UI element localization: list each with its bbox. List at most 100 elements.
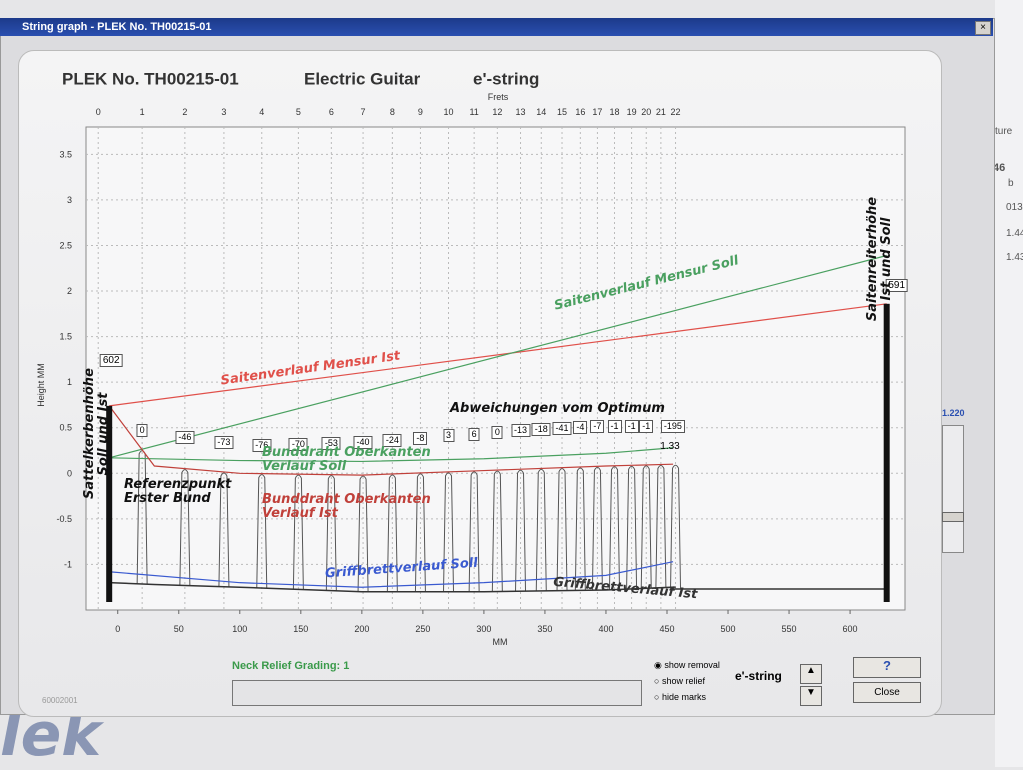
fret-spike: [357, 475, 369, 592]
fret-spike: [515, 469, 527, 592]
deviation-label: -4: [573, 421, 588, 434]
fret-spike: [574, 467, 586, 591]
x-tick-label: 150: [293, 624, 308, 634]
fret-spike: [591, 466, 603, 591]
deviation-label: -18: [531, 423, 551, 436]
fret-spike: [491, 470, 503, 592]
x-tick-label: 600: [843, 624, 858, 634]
x-tick-label: 550: [782, 624, 797, 634]
close-window-button[interactable]: ×: [975, 21, 991, 35]
x-tick-label: 400: [598, 624, 613, 634]
series-label: Bunddraht Oberkanten Verlauf Ist: [262, 492, 431, 521]
x-tick-label: 50: [174, 624, 184, 634]
series-label: Griffbrettverlauf Soll: [324, 555, 479, 582]
series-label: Saitenverlauf Mensur Ist: [219, 348, 402, 389]
radio-option[interactable]: ○ hide marks: [654, 692, 706, 702]
x-tick-label: 250: [415, 624, 430, 634]
plot-area: [85, 126, 906, 611]
code: 60002001: [42, 696, 78, 705]
deviation-label: -195: [660, 420, 685, 433]
x2-tick-label: 15: [557, 107, 567, 117]
series-line: [109, 561, 674, 588]
x2-tick-label: 7: [361, 107, 366, 117]
deviation-label: -1: [607, 420, 622, 433]
background-text: 1.43: [1006, 252, 1023, 263]
fret-spike: [535, 468, 547, 591]
deviation-label: -24: [382, 434, 402, 447]
string-down[interactable]: ▼: [800, 686, 822, 706]
x2-tick-label: 3: [221, 107, 226, 117]
radio-label: show relief: [661, 676, 705, 686]
grading: Neck Relief Grading: 1: [232, 660, 350, 672]
deviation-label: 0: [491, 426, 503, 439]
radio-option[interactable]: ○ show relief: [654, 676, 705, 686]
fret-spike: [626, 465, 638, 589]
chart: PLEK No. TH00215-01 Electric Guitar e'-s…: [36, 69, 906, 647]
x2-tick-label: 0: [96, 107, 101, 117]
y-axis-label: Height MM: [36, 363, 46, 407]
y-tick-label: 1: [67, 377, 72, 387]
x2-tick-label: 9: [418, 107, 423, 117]
deviation-label: 3: [442, 429, 455, 442]
radio-label: show removal: [664, 660, 720, 670]
slider[interactable]: [942, 425, 964, 553]
fret-spike: [556, 468, 568, 591]
x2-tick-label: 6: [329, 107, 334, 117]
x2-tick-label: 17: [592, 107, 602, 117]
deviation-label: -73: [214, 436, 234, 449]
fret-spike: [325, 475, 337, 591]
fret-spike: [414, 473, 426, 592]
y-tick-label: 3.5: [59, 149, 72, 159]
series-label: Saitenverlauf Mensur Soll: [552, 253, 741, 314]
y-tick-label: 2.5: [59, 240, 72, 250]
x-tick-label: 450: [659, 624, 674, 634]
x2-tick-label: 11: [469, 107, 478, 117]
fret-spike: [443, 472, 455, 592]
y-tick-label: -0.5: [56, 514, 72, 524]
fret-spike: [468, 471, 480, 592]
x2-tick-label: 10: [444, 107, 454, 117]
deviations-title: Abweichungen vom Optimum: [450, 401, 665, 416]
background-text: 1.44: [1006, 228, 1023, 239]
series-label: Griffbrettverlauf Ist: [552, 574, 698, 603]
y-tick-label: 0: [67, 468, 72, 478]
x-tick-label: 500: [721, 624, 736, 634]
x-tick-label: 200: [354, 624, 369, 634]
background-text: b: [1008, 178, 1014, 189]
x2-tick-label: 21: [656, 107, 666, 117]
deviation-label: 6: [468, 428, 480, 441]
string-up[interactable]: ▲: [800, 664, 822, 684]
annotation: 1.33: [660, 441, 680, 452]
bridge-bar: [883, 303, 890, 602]
radio-option[interactable]: ◉ show removal: [654, 660, 720, 670]
annotation: Referenzpunkt Erster Bund: [124, 477, 232, 506]
bridge-label: 591: [885, 278, 909, 292]
x2-tick-label: 8: [390, 107, 395, 117]
series-line: [108, 405, 674, 476]
close-button[interactable]: Close: [853, 682, 921, 703]
help-button[interactable]: ?: [853, 657, 921, 678]
string-name: e'-string: [473, 69, 539, 88]
annotation: Sattelkerbenhöhe Soll und Ist: [82, 368, 111, 499]
x2-tick-label: 22: [671, 107, 681, 117]
x2-tick-label: 19: [627, 107, 637, 117]
x2-axis-label: Frets: [488, 92, 509, 102]
y-tick-label: -1: [64, 559, 72, 569]
fret-spike: [179, 469, 191, 586]
deviation-label: -40: [353, 436, 373, 449]
x-axis-label: MM: [493, 637, 508, 647]
y-tick-label: 1.5: [59, 332, 72, 342]
deviation-label: -7: [590, 420, 605, 433]
string-selector: e'-string: [735, 669, 782, 683]
x-tick-label: 350: [537, 624, 552, 634]
x2-tick-label: 1: [140, 107, 145, 117]
x-tick-label: 300: [476, 624, 491, 634]
radio-label: hide marks: [661, 692, 706, 702]
series-line: [109, 581, 887, 593]
x2-tick-label: 16: [575, 107, 585, 117]
x2-tick-label: 12: [492, 107, 502, 117]
instrument: Electric Guitar: [304, 69, 421, 88]
fret-spike: [655, 465, 667, 588]
fret-spike: [292, 474, 304, 590]
